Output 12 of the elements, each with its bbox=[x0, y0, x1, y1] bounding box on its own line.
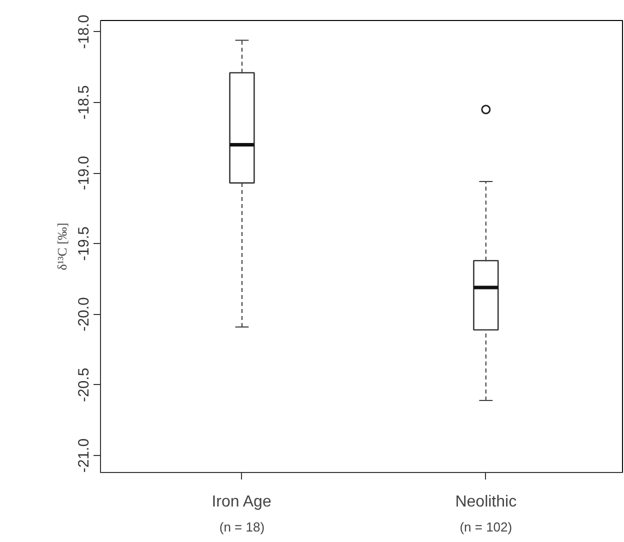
y-tick-label: -20.5 bbox=[76, 368, 92, 402]
y-tick-label: -19.0 bbox=[76, 156, 92, 190]
y-tick-label: -21.0 bbox=[76, 438, 92, 473]
y-tick-label: -18.0 bbox=[76, 14, 92, 49]
x-tick-label: Neolithic bbox=[455, 494, 517, 510]
y-axis-title: δ¹³C [‰] bbox=[54, 222, 70, 270]
text: (n = 18) bbox=[219, 520, 265, 534]
y-tick-label: -20.0 bbox=[76, 297, 92, 332]
text: (n = 102) bbox=[460, 520, 512, 534]
y-tick-label: -18.5 bbox=[76, 85, 92, 120]
y-tick-label: -19.5 bbox=[76, 226, 92, 261]
x-tick-label: Iron Age bbox=[212, 494, 272, 510]
